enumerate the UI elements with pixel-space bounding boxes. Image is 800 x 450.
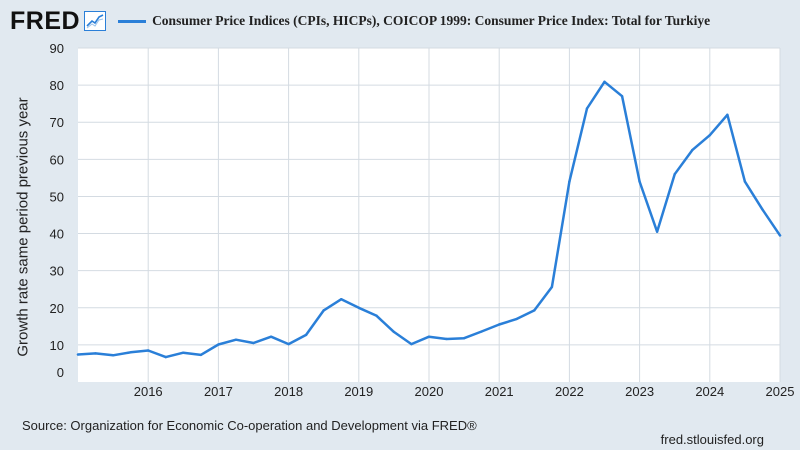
- data-point: [726, 113, 729, 117]
- data-point: [164, 355, 167, 359]
- data-point: [147, 349, 150, 352]
- x-tick-label: 2016: [134, 384, 163, 399]
- x-tick-label: 2019: [344, 384, 373, 399]
- data-point: [445, 337, 448, 341]
- data-point: [269, 335, 273, 338]
- x-tick-label: 2018: [274, 384, 303, 399]
- data-point: [252, 341, 255, 345]
- y-tick-label: 0: [57, 365, 64, 380]
- data-point: [76, 353, 80, 356]
- attribution[interactable]: fred.stlouisfed.org: [660, 432, 764, 447]
- legend-swatch: [118, 19, 147, 23]
- y-tick-label: 60: [50, 152, 64, 167]
- data-point: [392, 330, 396, 334]
- data-point: [533, 309, 536, 312]
- data-point: [217, 343, 220, 346]
- data-point: [340, 298, 343, 301]
- chart-title: Consumer Price Indices (CPIs, HICPs), CO…: [152, 13, 711, 28]
- data-point: [182, 351, 185, 354]
- data-point: [357, 306, 360, 309]
- x-tick-label: 2022: [555, 384, 584, 399]
- data-point: [480, 330, 483, 333]
- data-point: [111, 354, 115, 357]
- data-point: [287, 342, 290, 346]
- data-point: [568, 180, 571, 183]
- data-point: [498, 323, 501, 326]
- data-point: [550, 285, 554, 289]
- y-tick-label: 90: [50, 41, 64, 56]
- data-point: [234, 338, 238, 341]
- fred-logo[interactable]: FRED: [10, 7, 81, 35]
- data-point: [761, 208, 764, 211]
- y-tick-label: 40: [50, 227, 64, 242]
- data-point: [691, 148, 694, 152]
- data-point: [462, 337, 466, 340]
- data-point: [304, 333, 308, 337]
- y-axis-label: Growth rate same period previous year: [14, 97, 32, 357]
- data-point: [673, 172, 676, 176]
- data-point: [603, 80, 606, 83]
- data-point: [427, 335, 431, 338]
- source-note: Source: Organization for Economic Co-ope…: [22, 418, 477, 433]
- x-tick-label: 2025: [766, 384, 795, 399]
- data-point: [94, 352, 97, 355]
- y-tick-label: 30: [50, 264, 64, 279]
- y-tick-label: 70: [50, 115, 64, 130]
- data-point: [708, 134, 711, 137]
- y-tick-label: 50: [50, 189, 64, 204]
- x-tick-label: 2024: [695, 384, 724, 399]
- data-point: [129, 351, 132, 354]
- data-point: [743, 180, 747, 183]
- data-point: [515, 317, 518, 321]
- graph-icon: [84, 11, 107, 31]
- data-point: [410, 342, 413, 346]
- x-tick-label: 2017: [204, 384, 233, 399]
- x-tick-label: 2023: [625, 384, 654, 399]
- data-point: [375, 314, 378, 317]
- data-point: [322, 309, 325, 312]
- y-tick-label: 10: [50, 338, 64, 353]
- data-point: [655, 230, 659, 233]
- x-tick-label: 2021: [485, 384, 514, 399]
- data-point: [638, 180, 641, 183]
- y-tick-label: 80: [50, 78, 64, 93]
- data-point: [199, 353, 203, 357]
- y-tick-label: 20: [50, 301, 64, 316]
- chart-header: FRED Consumer Price Indices (CPIs, HICPs…: [10, 6, 710, 36]
- x-tick-label: 2020: [415, 384, 444, 399]
- data-point: [778, 234, 782, 237]
- data-point: [585, 107, 589, 110]
- data-point: [620, 95, 624, 98]
